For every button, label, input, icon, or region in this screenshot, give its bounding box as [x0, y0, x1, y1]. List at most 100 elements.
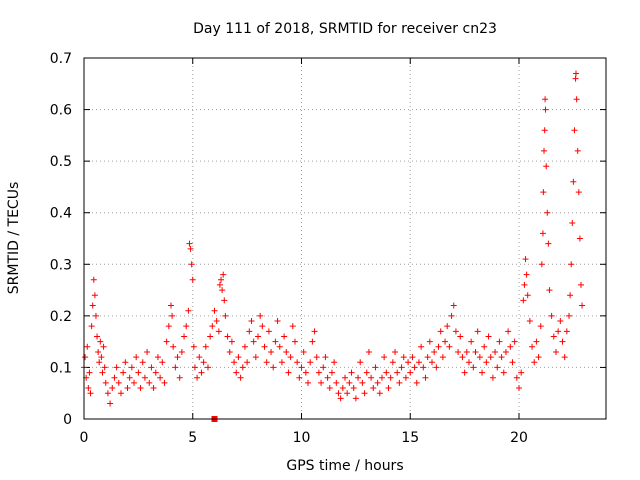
data-point [281, 333, 288, 340]
data-point [500, 369, 507, 376]
data-point [422, 374, 429, 381]
chart-title: Day 111 of 2018, SRMTID for receiver cn2… [193, 21, 497, 37]
data-point [274, 318, 281, 325]
data-point [231, 359, 238, 366]
data-point [505, 328, 512, 335]
data-point [571, 127, 578, 134]
data-point [368, 374, 375, 381]
data-point [518, 369, 525, 376]
data-point [194, 374, 201, 381]
data-point [374, 379, 381, 386]
data-point [113, 364, 120, 371]
data-point [542, 96, 549, 103]
data-point [196, 354, 203, 361]
data-point [99, 369, 106, 376]
data-point [342, 374, 348, 381]
data-point [483, 359, 490, 366]
data-point [246, 328, 253, 335]
data-point [468, 338, 475, 345]
data-point [521, 281, 528, 288]
data-point [95, 348, 102, 355]
data-point [283, 348, 290, 355]
y-tick-label: 0.2 [50, 309, 72, 325]
data-point [255, 333, 261, 340]
data-point [117, 390, 124, 397]
data-point [88, 323, 95, 330]
data-point [389, 359, 396, 366]
data-point [394, 369, 401, 376]
data-point [513, 374, 520, 381]
data-point [198, 369, 205, 376]
data-point [502, 348, 509, 355]
data-point [444, 323, 451, 330]
data-point [333, 379, 340, 386]
data-point [268, 348, 275, 355]
data-point [189, 276, 196, 283]
data-point [109, 385, 116, 392]
data-point [200, 359, 207, 366]
data-point [516, 385, 522, 392]
data-point [472, 348, 479, 355]
data-point [437, 328, 444, 335]
data-point [541, 147, 548, 154]
data-point [190, 343, 197, 350]
data-point [465, 359, 472, 366]
data-point [204, 364, 211, 371]
x-tick-label: 15 [401, 430, 419, 446]
data-point [324, 374, 331, 381]
data-point [213, 318, 220, 325]
data-point [263, 359, 270, 366]
data-point [91, 292, 98, 299]
data-point [450, 302, 457, 309]
data-point [543, 163, 550, 170]
data-point [188, 261, 195, 268]
data-point [294, 359, 301, 366]
data-point [457, 333, 464, 340]
data-point [487, 354, 494, 361]
data-point [470, 364, 477, 371]
data-point [211, 307, 218, 314]
data-point [84, 343, 91, 350]
data-point [98, 354, 105, 361]
data-point [357, 359, 364, 366]
data-point [218, 276, 225, 283]
data-point [576, 235, 583, 242]
data-point [431, 348, 438, 355]
data-point [97, 338, 104, 345]
data-point [89, 302, 96, 309]
data-point [296, 374, 303, 381]
data-point [561, 354, 568, 361]
data-point [285, 369, 292, 376]
data-point [181, 333, 188, 340]
data-point [241, 343, 248, 350]
data-point [278, 359, 285, 366]
data-point [365, 348, 372, 355]
data-point [244, 359, 251, 366]
data-point [309, 338, 316, 345]
data-point [222, 312, 229, 319]
data-point [186, 240, 193, 247]
data-point [320, 364, 327, 371]
y-tick-label: 0.6 [50, 103, 72, 119]
data-point [176, 374, 183, 381]
data-point [159, 359, 166, 366]
data-point [402, 374, 409, 381]
data-point [152, 369, 159, 376]
data-point [82, 354, 89, 361]
data-point [86, 369, 93, 376]
data-point [494, 364, 501, 371]
data-point [92, 312, 99, 319]
data-point [148, 364, 155, 371]
data-point [511, 338, 518, 345]
data-point [235, 354, 242, 361]
data-point [376, 390, 383, 397]
data-point [94, 333, 101, 340]
data-point [439, 354, 446, 361]
data-point [479, 369, 486, 376]
data-point [146, 379, 153, 386]
data-point [405, 359, 412, 366]
data-point [537, 323, 544, 330]
data-point [131, 379, 138, 386]
data-point [522, 256, 529, 263]
data-point [313, 354, 320, 361]
